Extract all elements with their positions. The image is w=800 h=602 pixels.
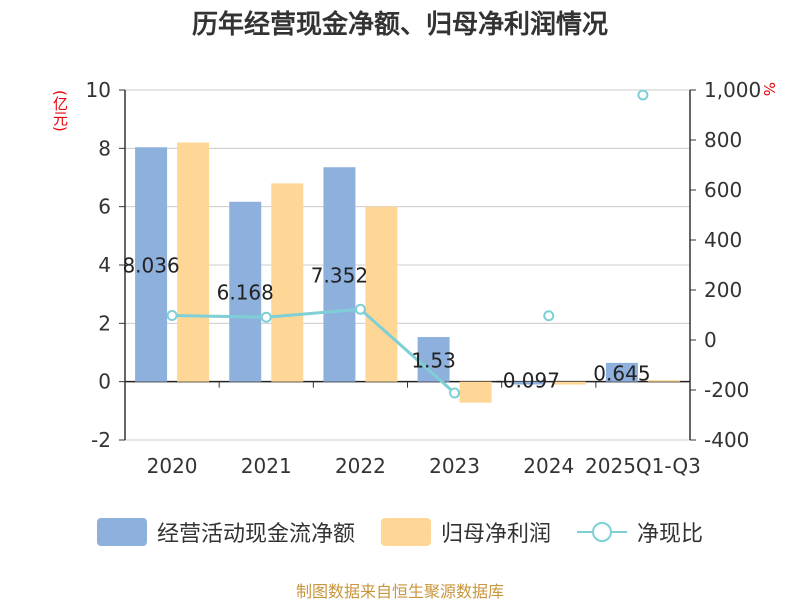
bar-net-profit: [647, 380, 680, 382]
data-label-cashflow: 1.53: [411, 348, 456, 372]
y-right-tick-label: 400: [704, 228, 742, 252]
bar-net-profit: [177, 142, 210, 382]
point-cash-ratio: [543, 310, 555, 322]
bar-cashflow: [229, 201, 262, 382]
bar-net-profit: [459, 381, 492, 403]
point-cash-ratio: [166, 310, 178, 321]
legend-label-net-profit: 归母净利润: [440, 522, 551, 547]
chart-title: 历年经营现金净额、归母净利润情况: [191, 10, 608, 40]
y-left-tick-label: 4: [98, 253, 111, 277]
y-right-tick-label: 1,000: [704, 78, 761, 102]
legend-swatch-cashflow: [96, 518, 147, 546]
legend: 经营活动现金流净额 归母净利润 净现比: [0, 516, 800, 548]
legend-swatch-net-profit: [380, 518, 431, 546]
y-left-tick-label: 8: [98, 136, 111, 160]
y-right-unit-label: %: [760, 82, 778, 97]
data-label-cashflow: -0.097: [496, 369, 560, 393]
line-cash-ratio: [172, 307, 456, 395]
point-cash-ratio: [449, 387, 461, 399]
bar-cashflow: [323, 167, 356, 382]
y-left-unit-label: (亿元): [51, 90, 69, 132]
x-tick-label: 2023: [429, 454, 480, 478]
x-tick-label: 2021: [241, 454, 292, 478]
y-right-tick-label: -200: [704, 378, 749, 402]
data-label-cashflow: 7.352: [311, 263, 368, 287]
point-cash-ratio: [260, 311, 272, 323]
y-left-tick-label: -2: [91, 428, 111, 452]
y-right-tick-label: 800: [704, 128, 742, 152]
legend-swatch-cash-ratio: [577, 518, 627, 546]
y-left-tick-label: 2: [98, 311, 111, 335]
y-left-tick-label: 6: [98, 195, 111, 219]
x-tick-label: 2020: [147, 454, 198, 478]
data-label-cashflow: 0.645: [593, 361, 650, 385]
x-tick-label: 2022: [335, 454, 386, 478]
source-note: 制图数据来自恒生聚源数据库: [295, 582, 504, 601]
data-label-cashflow: 8.036: [122, 253, 179, 277]
y-right-tick-label: 600: [704, 178, 742, 202]
y-left-tick-label: 0: [98, 370, 111, 394]
y-right-tick-label: -400: [704, 428, 749, 452]
bar-cashflow: [135, 147, 168, 382]
legend-item-cashflow[interactable]: 经营活动现金流净额: [96, 516, 355, 548]
x-tick-label: 2024: [523, 454, 574, 478]
y-left-tick-label: 10: [86, 78, 111, 102]
bar-cashflow: [605, 362, 638, 382]
legend-item-net-profit[interactable]: 归母净利润: [380, 516, 551, 548]
legend-item-cash-ratio[interactable]: 净现比: [577, 516, 703, 548]
point-cash-ratio: [354, 303, 366, 315]
point-cash-ratio: [637, 89, 649, 101]
bar-cashflow: [511, 381, 544, 385]
legend-label-cashflow: 经营活动现金流净额: [156, 522, 355, 547]
bar-net-profit: [553, 381, 586, 385]
y-right-tick-label: 0: [704, 328, 717, 352]
bar-net-profit: [365, 206, 398, 382]
x-tick-label: 2025Q1-Q3: [585, 454, 701, 478]
bar-net-profit: [271, 183, 304, 382]
data-label-cashflow: 6.168: [217, 281, 274, 305]
y-right-tick-label: 200: [704, 278, 742, 302]
legend-label-cash-ratio: 净现比: [637, 522, 704, 547]
